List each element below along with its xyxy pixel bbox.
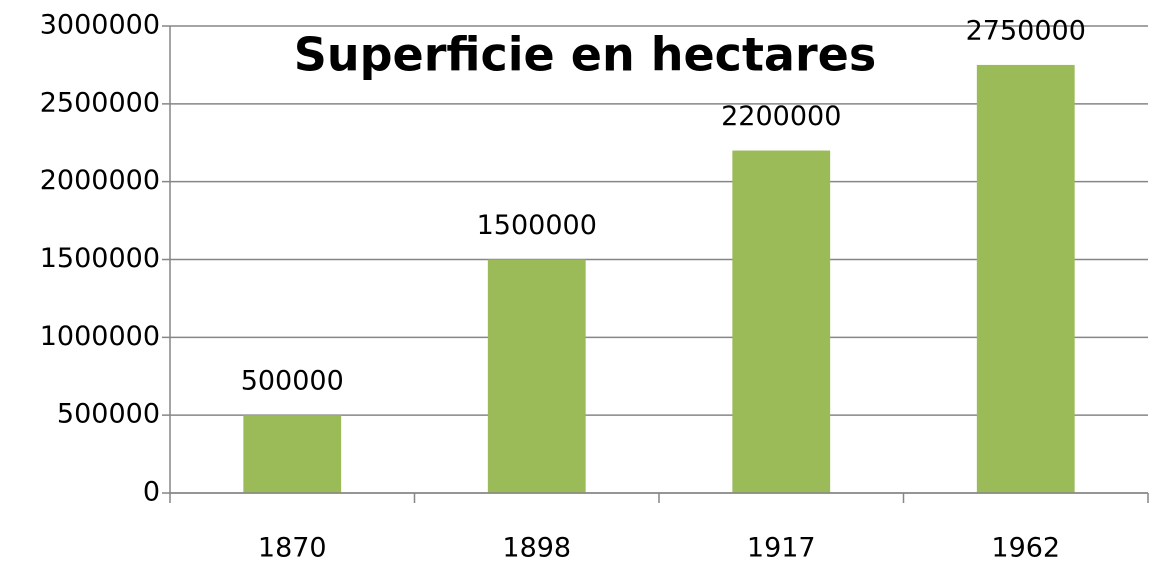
value-label: 2750000 bbox=[966, 15, 1086, 46]
y-tick-label: 1000000 bbox=[40, 321, 160, 352]
y-tick-label: 3000000 bbox=[40, 10, 160, 41]
x-tick-label: 1898 bbox=[502, 533, 571, 564]
bar bbox=[976, 64, 1075, 494]
x-tick-label: 1962 bbox=[991, 533, 1060, 564]
y-tick-label: 2000000 bbox=[40, 165, 160, 196]
bar bbox=[487, 259, 586, 493]
value-label: 1500000 bbox=[477, 210, 597, 241]
value-label: 500000 bbox=[241, 366, 344, 397]
x-tick-label: 1917 bbox=[747, 533, 816, 564]
y-tick-label: 500000 bbox=[57, 399, 160, 430]
chart-title: Superficie en hectares bbox=[294, 28, 877, 82]
x-tick-label: 1870 bbox=[258, 533, 327, 564]
bar bbox=[243, 415, 342, 493]
y-tick-label: 1500000 bbox=[40, 243, 160, 274]
value-label: 2200000 bbox=[721, 101, 841, 132]
y-tick-label: 2500000 bbox=[40, 87, 160, 118]
y-tick-label: 0 bbox=[143, 477, 160, 508]
bar bbox=[732, 150, 831, 494]
